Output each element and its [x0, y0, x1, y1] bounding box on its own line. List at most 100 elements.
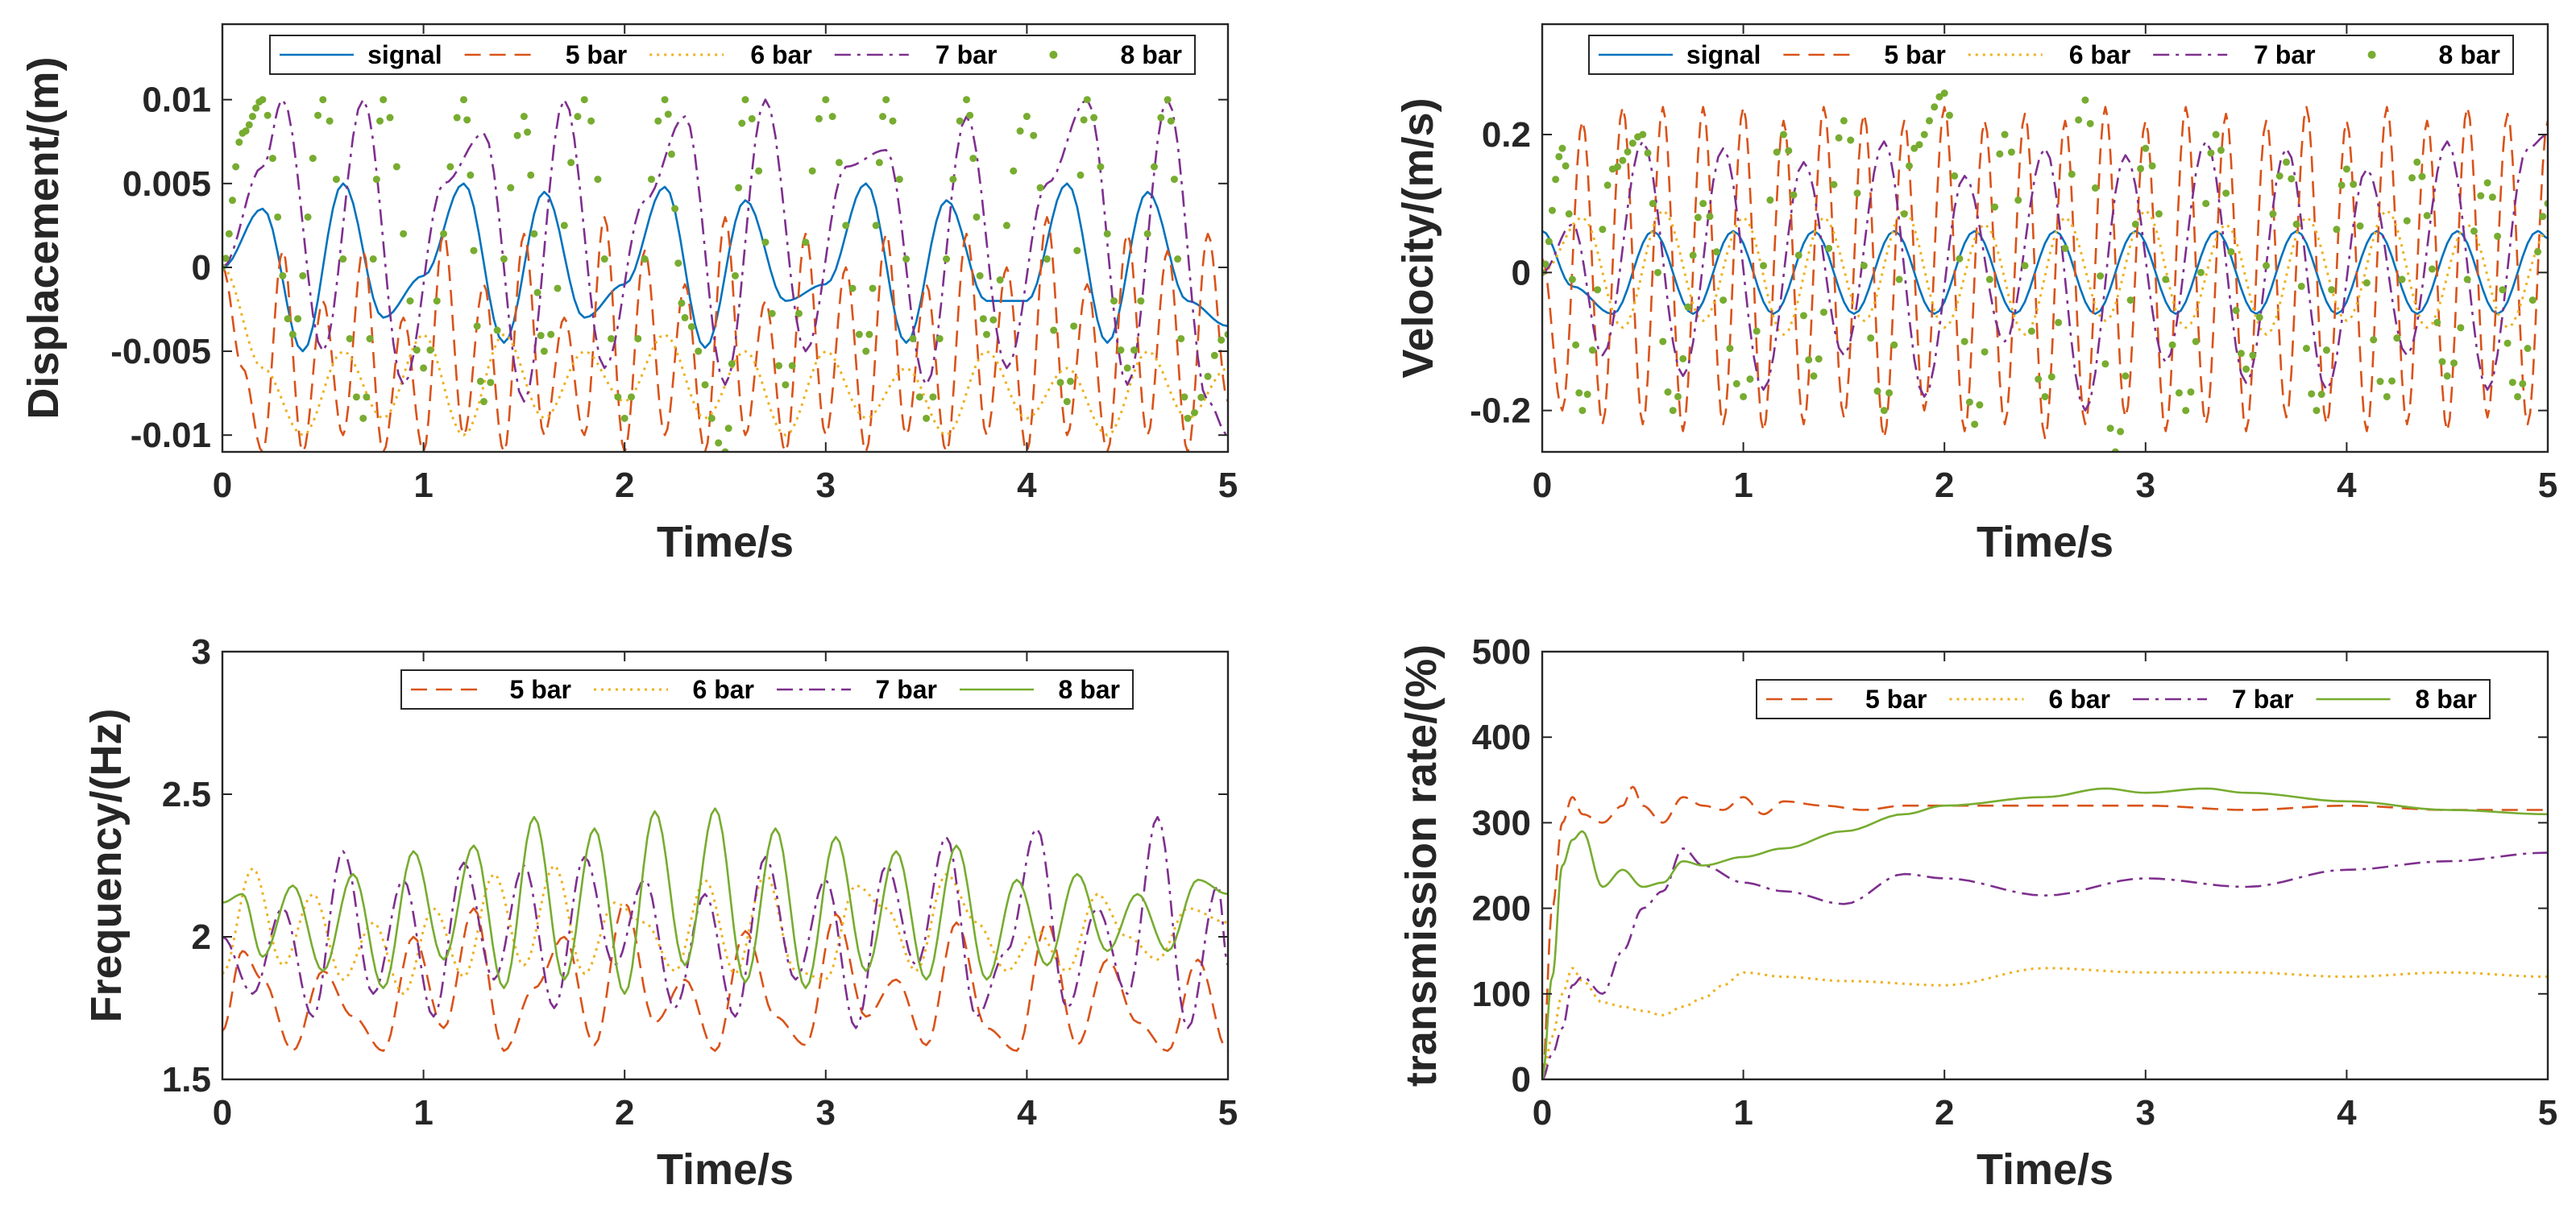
data-point	[982, 330, 990, 338]
data-point	[326, 117, 334, 125]
data-point	[2477, 192, 2485, 200]
data-point	[1925, 117, 1933, 125]
data-point	[359, 414, 367, 422]
x-tick-label: 1	[1733, 466, 1753, 505]
data-point	[294, 315, 302, 323]
data-point	[2342, 165, 2350, 173]
data-point	[1654, 268, 1662, 276]
y-tick-label: 0.01	[142, 81, 211, 120]
data-point	[1996, 150, 2004, 158]
data-point	[533, 288, 541, 296]
data-point	[1965, 398, 1973, 406]
data-point	[242, 127, 250, 135]
data-point	[654, 117, 662, 125]
data-point	[1575, 389, 1583, 397]
y-tick-label: 0	[192, 248, 211, 288]
data-point	[2398, 275, 2406, 284]
data-point	[222, 255, 230, 263]
data-point	[1915, 141, 1923, 149]
y-axis-label: Velocity/(m/s)	[1394, 97, 1442, 378]
data-point	[2101, 360, 2109, 368]
data-point	[1594, 286, 1602, 294]
data-point	[2408, 174, 2416, 182]
data-point	[1063, 398, 1071, 406]
data-point	[768, 309, 776, 317]
data-point	[268, 155, 276, 163]
data-point	[332, 176, 340, 184]
data-point	[748, 114, 756, 122]
data-point	[1805, 356, 1813, 364]
data-point	[2519, 379, 2527, 387]
data-point	[1010, 167, 1018, 175]
data-point	[352, 393, 360, 401]
data-point	[304, 213, 312, 221]
data-point	[641, 255, 649, 263]
data-point	[537, 332, 545, 340]
data-point	[2027, 327, 2035, 335]
data-point	[2450, 359, 2458, 367]
data-point	[1726, 345, 1734, 353]
y-tick-label: 400	[1472, 718, 1531, 757]
data-point	[2292, 220, 2300, 228]
data-point	[2428, 265, 2436, 273]
data-point	[1628, 139, 1636, 147]
series-5-bar	[222, 216, 1228, 452]
data-point	[1960, 338, 1968, 346]
x-tick-label: 2	[1935, 466, 1954, 505]
data-point	[2182, 407, 2190, 415]
data-point	[366, 334, 374, 342]
data-point	[460, 96, 468, 104]
legend: signal 5 bar 6 bar 7 bar 8 bar	[269, 35, 1196, 75]
data-point	[1002, 222, 1010, 230]
data-point	[2433, 318, 2441, 326]
data-point	[440, 230, 448, 238]
data-point	[1945, 111, 1953, 119]
data-point	[1217, 336, 1226, 344]
data-point	[2283, 158, 2291, 166]
data-point	[1885, 389, 1894, 397]
data-point	[1951, 172, 1959, 180]
data-point	[2383, 392, 2391, 400]
data-point	[1177, 334, 1185, 342]
x-tick-label: 1	[413, 1093, 433, 1133]
data-point	[1083, 96, 1091, 104]
data-point	[1649, 200, 1657, 208]
x-tick-label: 4	[2337, 1093, 2357, 1133]
data-point	[1773, 148, 1781, 156]
data-point	[2106, 424, 2114, 433]
data-point	[1935, 93, 1943, 101]
data-point	[1825, 244, 1833, 252]
data-point	[2297, 282, 2305, 290]
data-point	[339, 255, 347, 263]
legend-label: signal	[367, 40, 442, 69]
data-point	[2418, 172, 2426, 180]
data-point	[1030, 131, 1038, 139]
data-point	[1614, 163, 1622, 171]
data-point	[2317, 391, 2325, 399]
data-point	[2255, 313, 2263, 321]
data-point	[687, 323, 695, 331]
data-point	[1056, 379, 1064, 387]
data-point	[1180, 393, 1188, 401]
data-point	[2237, 350, 2245, 358]
legend-label: 5 bar	[566, 40, 627, 69]
x-tick-label: 0	[213, 466, 232, 505]
data-point	[2302, 345, 2310, 353]
data-point	[245, 121, 253, 129]
x-tick-label: 2	[615, 466, 634, 505]
data-point	[2438, 358, 2446, 366]
data-point	[1689, 251, 1697, 259]
chart-displacement: 0 1 2 3 4 5 -0.01 -0.005 0 0.005 0.01 Time/s Displac…	[19, 23, 1238, 566]
data-point	[889, 117, 897, 125]
data-point	[935, 334, 944, 342]
data-point	[252, 104, 260, 112]
y-tick-label: 2	[192, 917, 211, 957]
data-point	[1073, 246, 1081, 255]
data-point	[1785, 147, 1793, 155]
data-point	[1583, 391, 1591, 399]
x-tick-label: 5	[1218, 466, 1238, 505]
data-point	[1143, 230, 1151, 238]
data-point	[1123, 364, 1131, 372]
data-point	[973, 213, 981, 221]
data-point	[1760, 262, 1768, 270]
